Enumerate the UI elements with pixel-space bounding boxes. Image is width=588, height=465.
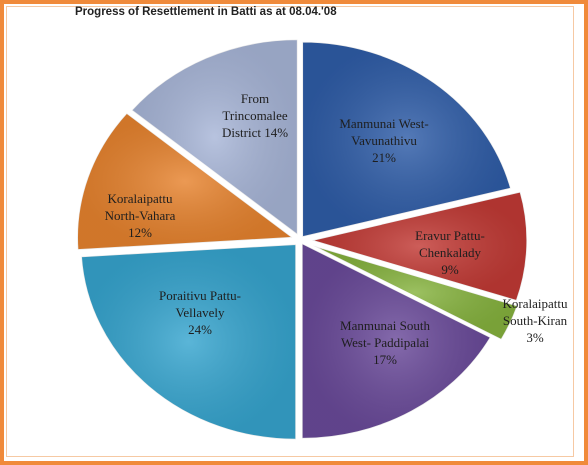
slice-label-line: South-Kiran (503, 313, 568, 328)
slice-label-line: 12% (128, 225, 152, 240)
pie-slice-shade (77, 113, 293, 250)
slice-label: Poraitivu Pattu- Vellavely 24% (159, 288, 241, 337)
slice-label-line: Poraitivu Pattu- (159, 288, 241, 303)
slice-label-line: 9% (441, 262, 459, 277)
slice-label-line: Trincomalee (222, 108, 287, 123)
slice-label-line: Eravur Pattu- (415, 228, 485, 243)
chart-title: Progress of Resettlement in Batti as at … (75, 6, 337, 18)
chart-inner-border (6, 6, 574, 457)
slice-label-line: 3% (526, 330, 544, 345)
pie-slice-shade (312, 245, 518, 340)
slice-label-line: Koralaipattu (503, 296, 568, 311)
slice-label: Koralaipattu North-Vahara 12% (105, 191, 176, 240)
slice-label-line: Vavunathivu (351, 133, 417, 148)
pie-slice-shade (131, 39, 298, 235)
pie-slice-shade (311, 191, 527, 301)
slice-label-line: Vellavely (175, 305, 225, 320)
slice-label: Manmunai South West- Paddipalai 17% (340, 318, 430, 367)
slice-label-line: West- Paddipalai (341, 335, 430, 350)
slice-label: Manmunai West- Vavunathivu 21% (339, 116, 428, 165)
slice-label-line: North-Vahara (105, 208, 176, 223)
slice-label: From Trincomalee District 14% (222, 91, 288, 140)
slice-label-line: 21% (372, 150, 396, 165)
slice-label-line: 17% (373, 352, 397, 367)
pie-slice-shade (81, 244, 296, 440)
slice-label-line: From (241, 91, 269, 106)
slice-label: Eravur Pattu- Chenkalady 9% (415, 228, 485, 277)
slice-label-line: Manmunai South (340, 318, 430, 333)
slice-label-line: Manmunai West- (339, 116, 428, 131)
pie-slice-shade (302, 243, 491, 439)
slice-label: Koralaipattu South-Kiran 3% (503, 296, 568, 345)
pie-slice-shade (302, 41, 511, 237)
slice-label-line: District 14% (222, 125, 288, 140)
slice-label-line: Chenkalady (419, 245, 482, 260)
slice-label-line: Koralaipattu (108, 191, 173, 206)
slice-label-line: 24% (188, 322, 212, 337)
